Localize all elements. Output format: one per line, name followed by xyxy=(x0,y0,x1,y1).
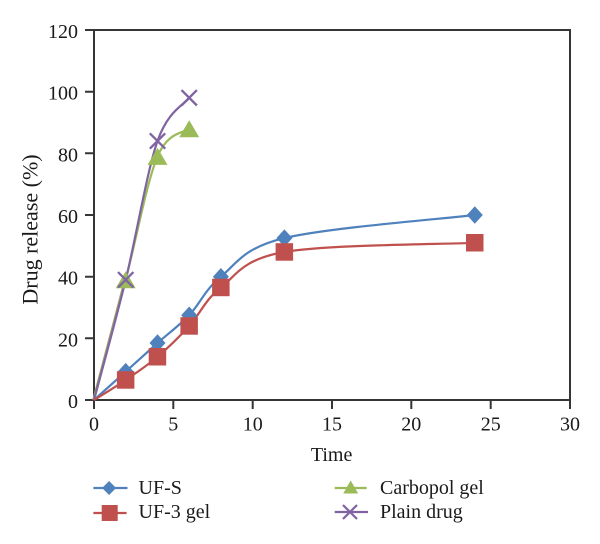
svg-text:5: 5 xyxy=(168,414,178,436)
svg-text:0: 0 xyxy=(68,391,78,413)
svg-text:UF-3 gel: UF-3 gel xyxy=(139,501,211,523)
svg-text:15: 15 xyxy=(322,414,342,436)
svg-text:Carbopol gel: Carbopol gel xyxy=(380,477,484,499)
svg-text:30: 30 xyxy=(560,414,580,436)
svg-text:10: 10 xyxy=(243,414,263,436)
svg-text:80: 80 xyxy=(58,144,78,166)
svg-text:20: 20 xyxy=(58,329,78,351)
svg-text:0: 0 xyxy=(89,414,99,436)
svg-text:100: 100 xyxy=(48,83,78,105)
svg-text:40: 40 xyxy=(58,268,78,290)
svg-text:Plain drug: Plain drug xyxy=(380,501,463,523)
svg-text:60: 60 xyxy=(58,206,78,228)
svg-text:UF-S: UF-S xyxy=(139,477,182,499)
svg-text:25: 25 xyxy=(481,414,501,436)
svg-text:Time: Time xyxy=(311,444,353,466)
svg-text:120: 120 xyxy=(48,21,78,43)
svg-text:20: 20 xyxy=(401,414,421,436)
svg-text:Drug release (%): Drug release (%) xyxy=(18,154,43,304)
